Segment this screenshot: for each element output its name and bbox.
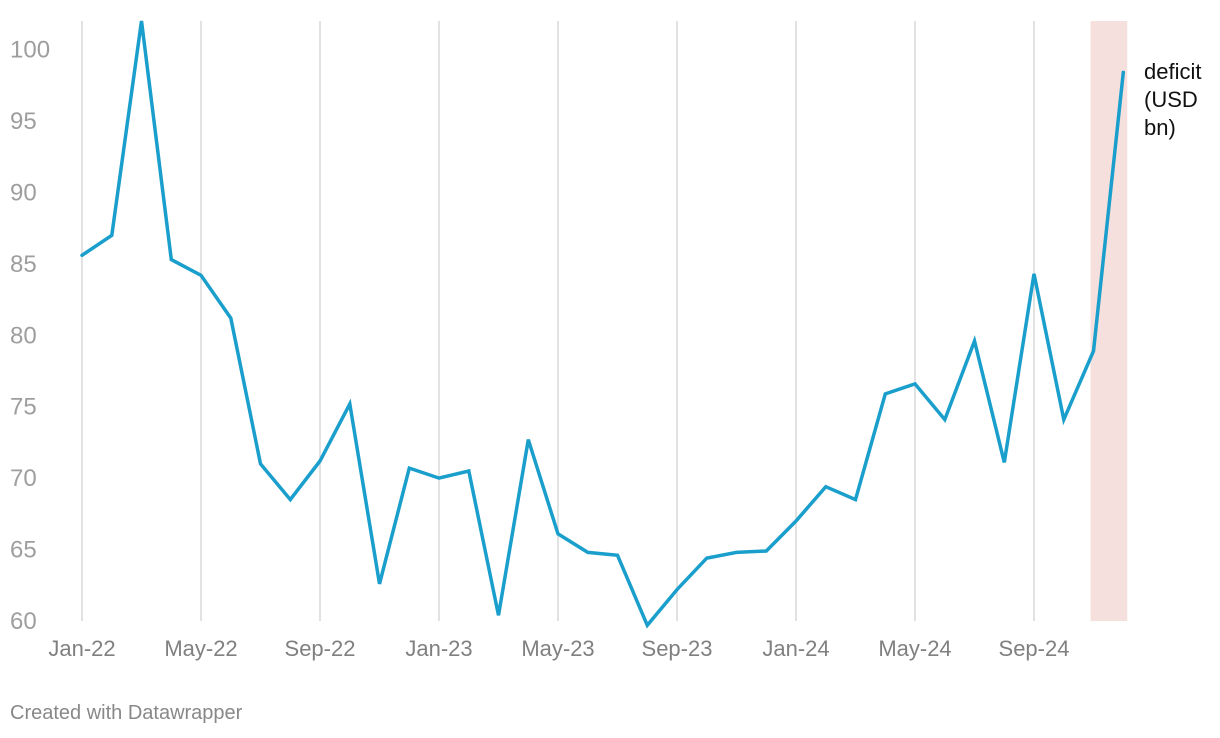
series-label-line: bn)	[1144, 115, 1176, 140]
x-tick-label: May-24	[878, 636, 951, 661]
x-axis-ticks: Jan-22 May-22 Sep-22 Jan-23 May-23 Sep-23 Jan-…	[48, 636, 1069, 661]
x-tick-label: May-23	[521, 636, 594, 661]
y-tick-label: 100	[10, 37, 50, 64]
y-tick-label: 85	[10, 251, 37, 278]
x-tick-label: May-22	[164, 636, 237, 661]
y-tick-label: 80	[10, 322, 37, 349]
datawrapper-credit: Created with Datawrapper	[10, 702, 243, 724]
y-tick-label: 95	[10, 108, 37, 135]
series-layer	[80, 20, 1126, 629]
y-tick-label: 90	[10, 179, 37, 206]
y-tick-label: 65	[10, 537, 37, 564]
x-tick-label: Sep-23	[642, 636, 713, 661]
x-tick-label: Jan-23	[405, 636, 472, 661]
x-tick-label: Sep-22	[285, 636, 356, 661]
y-axis-ticks: 60 65 70 75 80 85 90 95 100	[10, 37, 50, 635]
x-tick-label: Jan-22	[48, 636, 115, 661]
series-line	[80, 20, 1126, 629]
y-tick-label: 60	[10, 608, 37, 635]
x-tick-label: Jan-24	[762, 636, 829, 661]
x-tick-label: Sep-24	[999, 636, 1070, 661]
series-label-line: deficit	[1144, 59, 1201, 84]
y-tick-label: 75	[10, 394, 37, 421]
series-label-layer: deficit (USD bn)	[1144, 59, 1201, 140]
y-tick-label: 70	[10, 465, 37, 492]
series-label-line: (USD	[1144, 87, 1198, 112]
